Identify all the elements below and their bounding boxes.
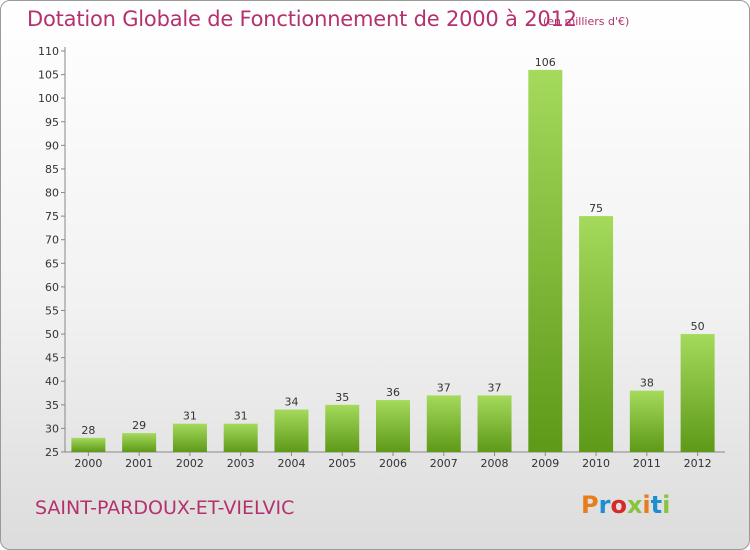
bar-2003: [223, 423, 258, 452]
data-label: 31: [234, 410, 248, 423]
data-label: 34: [284, 396, 298, 409]
x-tick-label: 2011: [633, 457, 661, 470]
bars: [71, 69, 715, 452]
data-label: 106: [535, 56, 556, 69]
bar-2001: [122, 433, 157, 452]
logo-letter: P: [581, 491, 599, 519]
data-label: 38: [640, 377, 654, 390]
y-tick-label: 110: [38, 45, 59, 58]
logo-letter: r: [598, 491, 611, 519]
x-tick-label: 2004: [277, 457, 305, 470]
bar-2012: [680, 334, 715, 452]
logo-letter: i: [642, 491, 651, 519]
axes: 25 30 35 40 45 50 55 60 65 70 75 80 85 90 95 100 105 110 2…: [38, 45, 725, 470]
y-tick-label: 105: [38, 69, 59, 82]
x-tick-label: 2008: [481, 457, 509, 470]
data-label: 35: [335, 391, 349, 404]
logo-letter: t: [650, 491, 663, 519]
x-tick-label: 2000: [74, 457, 102, 470]
logo-letter: x: [626, 491, 643, 519]
y-tick-label: 50: [45, 328, 59, 341]
x-tick-label: 2001: [125, 457, 153, 470]
bar-2000: [71, 437, 106, 452]
y-tick-label: 55: [45, 304, 59, 317]
bar-2009: [528, 69, 563, 452]
x-tick-label: 2009: [531, 457, 559, 470]
y-tick-label: 70: [45, 234, 59, 247]
bar-2004: [274, 409, 309, 452]
y-tick-label: 45: [45, 352, 59, 365]
y-tick-label: 60: [45, 281, 59, 294]
chart-subtitle: (en milliers d'€): [543, 15, 630, 28]
x-tick-label: 2012: [684, 457, 712, 470]
data-label: 31: [183, 410, 197, 423]
proxiti-logo[interactable]: Proxiti: [581, 491, 670, 519]
x-tick-label: 2010: [582, 457, 610, 470]
data-label: 29: [132, 419, 146, 432]
y-tick-label: 90: [45, 139, 59, 152]
x-tick-label: 2007: [430, 457, 458, 470]
data-label: 37: [437, 381, 451, 394]
data-label: 75: [589, 202, 603, 215]
y-tick-label: 95: [45, 116, 59, 129]
x-tick-label: 2002: [176, 457, 204, 470]
chart-title: Dotation Globale de Fonctionnement de 20…: [27, 7, 577, 31]
y-tick-label: 30: [45, 422, 59, 435]
data-label: 37: [488, 381, 502, 394]
bar-2008: [477, 395, 512, 452]
y-tick-label: 75: [45, 210, 59, 223]
bar-2011: [629, 390, 664, 452]
bar-2006: [376, 400, 410, 452]
bar-2010: [579, 216, 614, 452]
data-label: 28: [81, 424, 95, 437]
data-label: 36: [386, 386, 400, 399]
x-tick-label: 2005: [328, 457, 356, 470]
logo-letter: i: [662, 491, 671, 519]
x-tick-label: 2006: [379, 457, 407, 470]
y-tick-label: 100: [38, 92, 59, 105]
y-tick-label: 85: [45, 163, 59, 176]
x-tick-label: 2003: [227, 457, 255, 470]
y-tick-label: 25: [45, 446, 59, 459]
bar-2002: [172, 423, 207, 452]
data-labels: 28 29 31 31 34 35 36 37 37 106 75 38 50: [81, 56, 704, 437]
bar-2007: [426, 395, 461, 452]
y-tick-label: 65: [45, 257, 59, 270]
y-tick-label: 35: [45, 399, 59, 412]
commune-name: SAINT-PARDOUX-ET-VIELVIC: [35, 497, 295, 519]
y-tick-label: 40: [45, 375, 59, 388]
logo-letter: o: [610, 491, 627, 519]
y-tick-label: 80: [45, 187, 59, 200]
bar-2005: [325, 404, 360, 452]
data-label: 50: [691, 320, 705, 333]
